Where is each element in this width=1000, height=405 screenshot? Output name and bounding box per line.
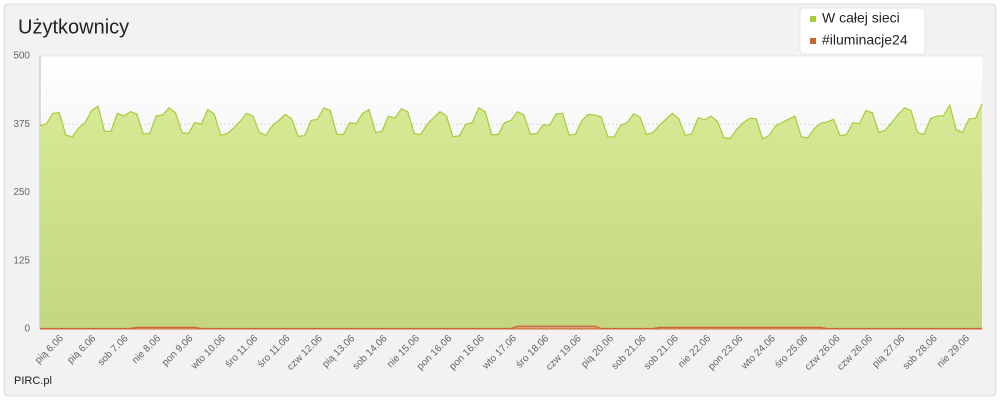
chart-title: Użytkownicy [18,16,129,38]
y-tick-label: 0 [24,324,30,335]
footer: PIRC.pl [14,375,52,387]
series-line [39,103,983,140]
y-tick-label: 125 [13,255,30,266]
area-fill [40,104,982,329]
series-line [40,325,982,330]
legend-swatch [810,16,816,22]
legend-label: W całej sieci [822,10,900,26]
legend [799,7,926,55]
area-fill [40,326,982,329]
y-tick-label: 375 [13,119,30,130]
y-tick-label: 500 [13,51,30,62]
legend-label: #iluminacje24 [822,32,908,48]
legend-swatch [810,38,816,44]
y-tick-label: 250 [13,187,30,198]
